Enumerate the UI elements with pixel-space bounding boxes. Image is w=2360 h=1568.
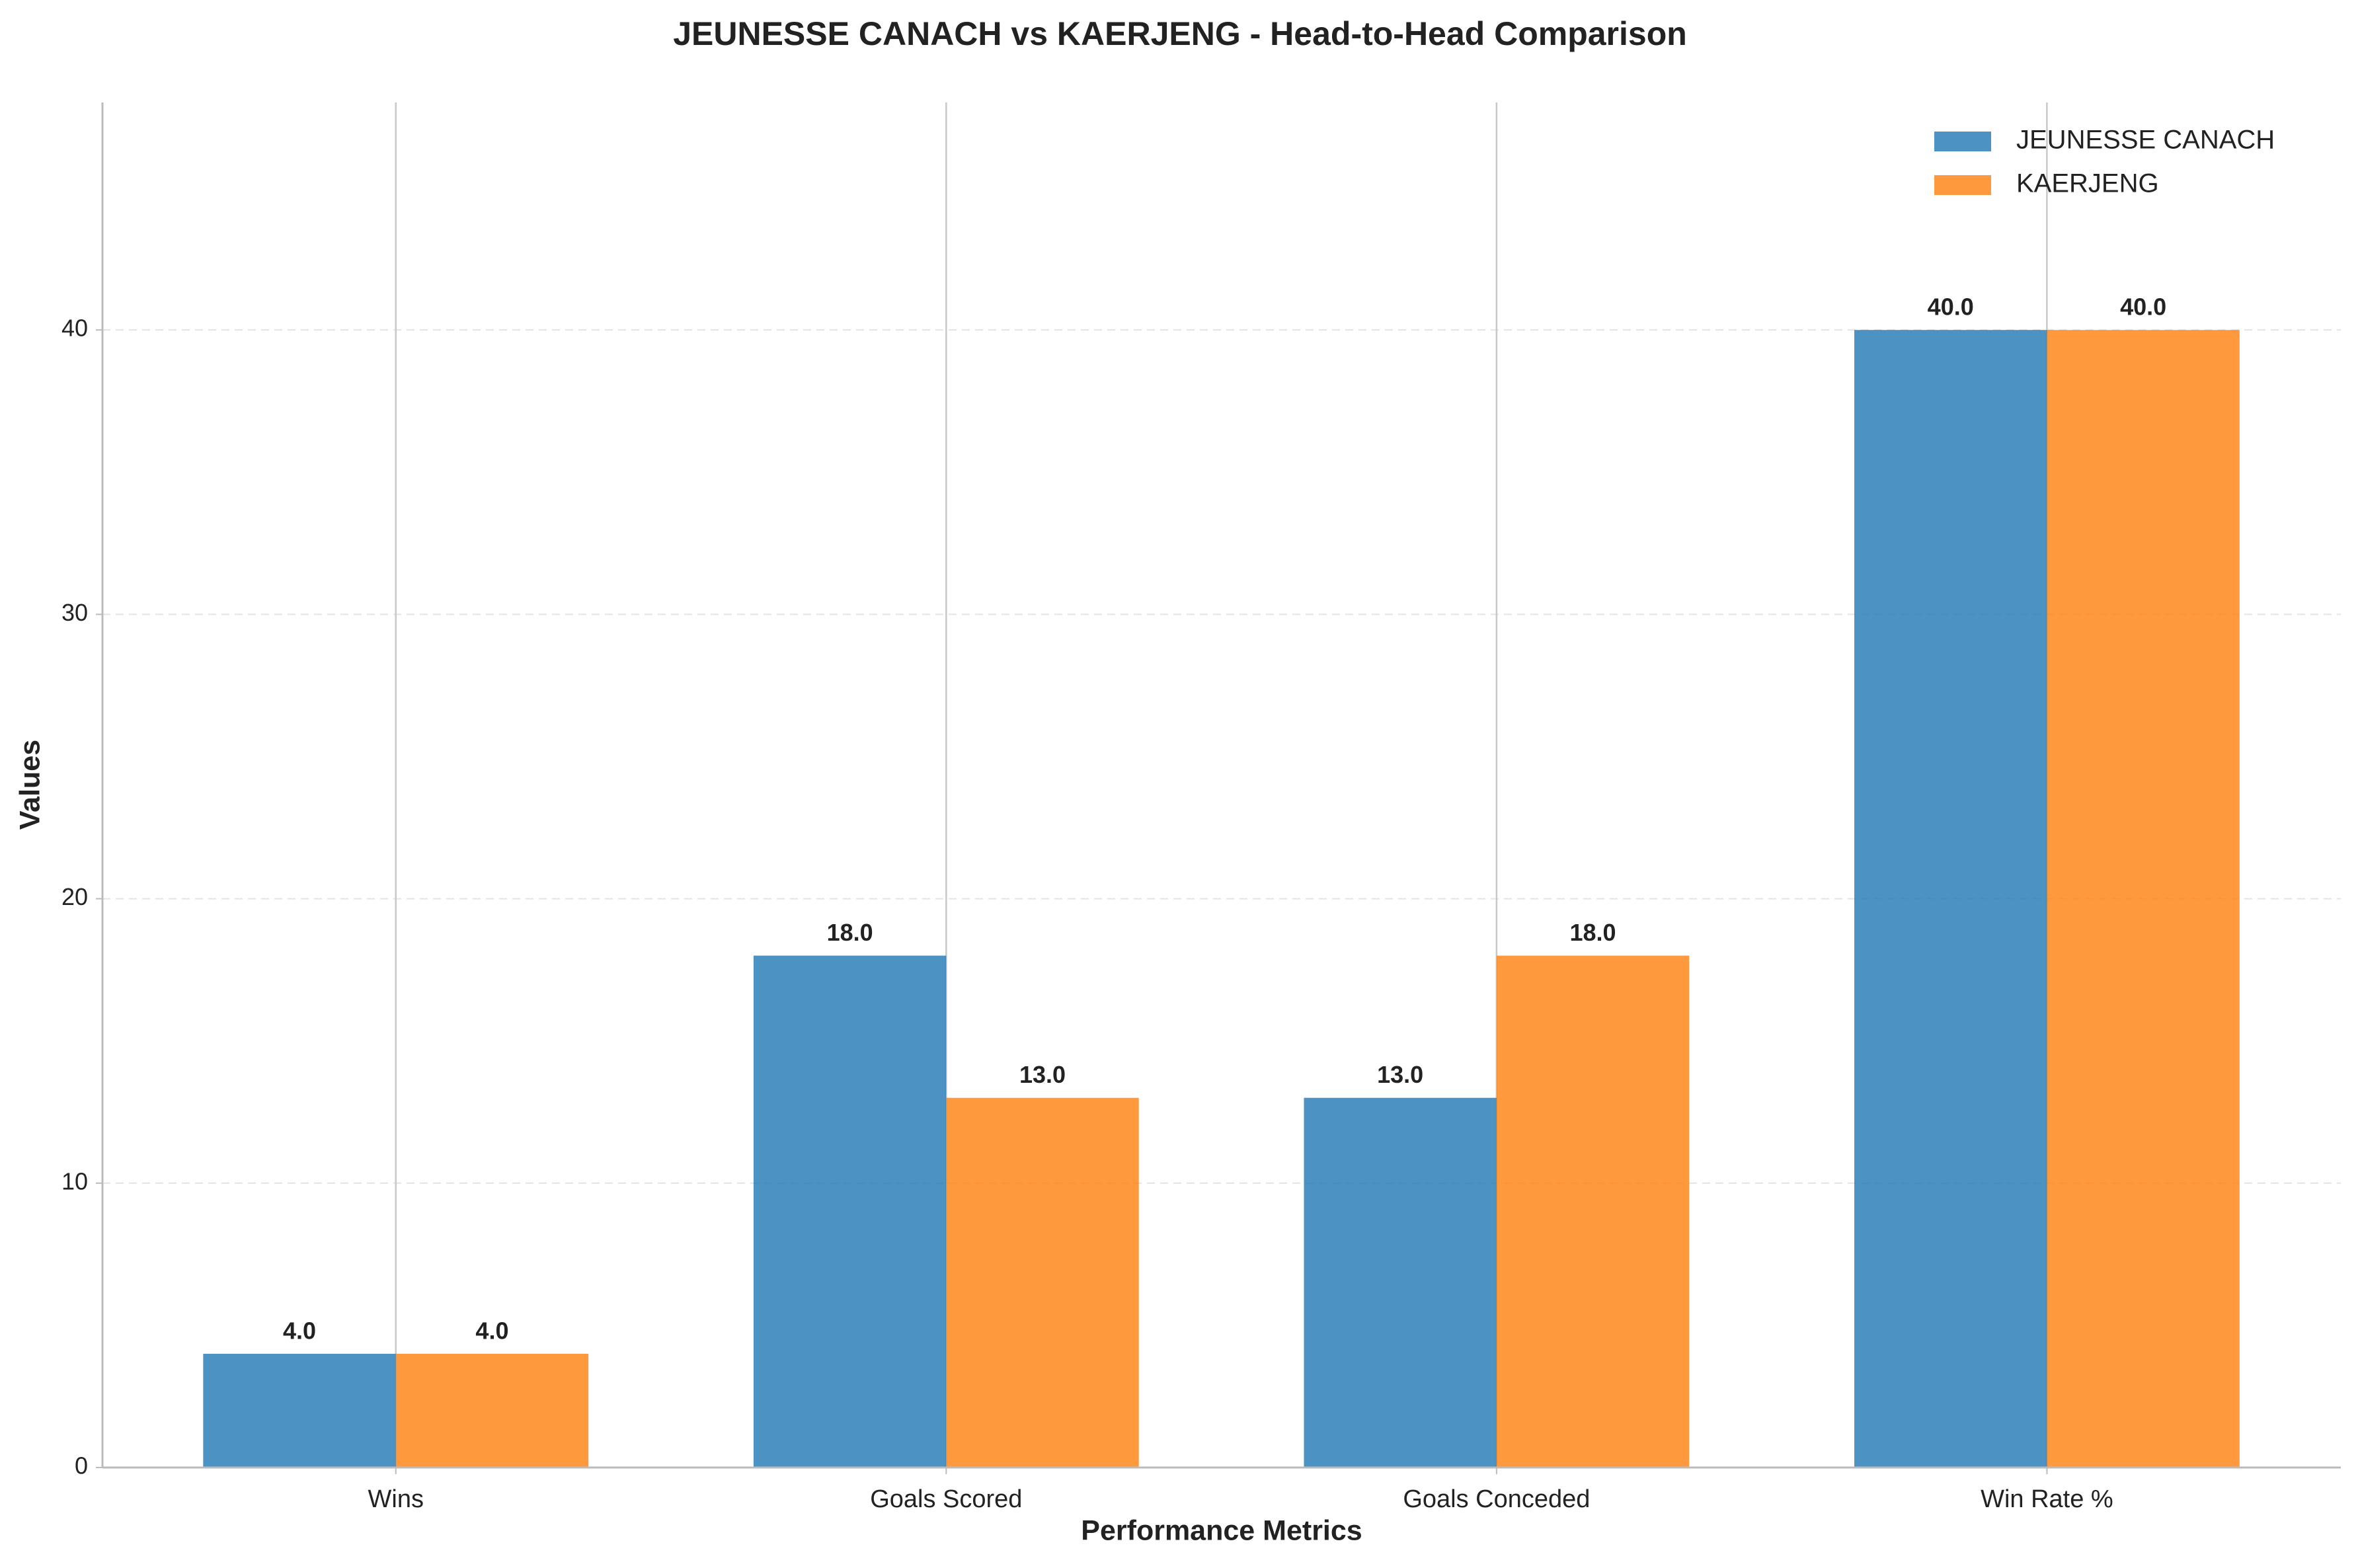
value-label: 40.0 <box>2120 294 2166 321</box>
y-axis-label: Values <box>14 740 46 830</box>
y-tick-label: 30 <box>61 599 88 626</box>
legend-swatch <box>1934 175 1991 195</box>
value-label: 40.0 <box>1928 294 1974 321</box>
legend-label: KAERJENG <box>2016 169 2159 198</box>
legend-swatch <box>1934 132 1991 151</box>
bar <box>946 1097 1139 1468</box>
bar <box>203 1353 396 1468</box>
chart-title: JEUNESSE CANACH vs KAERJENG - Head-to-He… <box>673 15 1687 52</box>
y-tick-label: 20 <box>61 883 88 910</box>
bar <box>1854 330 2047 1468</box>
value-label: 13.0 <box>1019 1061 1066 1088</box>
bar <box>395 1353 589 1468</box>
value-label: 13.0 <box>1377 1061 1423 1088</box>
bar <box>1304 1097 1497 1468</box>
bar <box>1496 955 1690 1468</box>
x-axis-label: Performance Metrics <box>1081 1514 1362 1546</box>
y-tick-label: 0 <box>75 1452 88 1479</box>
y-tick-label: 40 <box>61 315 88 342</box>
x-tick-label: Wins <box>368 1485 424 1513</box>
value-label: 4.0 <box>475 1317 508 1344</box>
y-tick-label: 10 <box>61 1167 88 1195</box>
value-label: 4.0 <box>283 1317 316 1344</box>
value-label: 18.0 <box>827 919 873 946</box>
bar <box>753 955 947 1468</box>
x-tick-label: Goals Conceded <box>1403 1485 1590 1513</box>
value-label: 18.0 <box>1570 919 1616 946</box>
x-tick-label: Goals Scored <box>870 1485 1022 1513</box>
bar <box>2047 330 2240 1468</box>
legend-label: JEUNESSE CANACH <box>2016 126 2275 155</box>
x-tick-label: Win Rate % <box>1981 1485 2113 1513</box>
